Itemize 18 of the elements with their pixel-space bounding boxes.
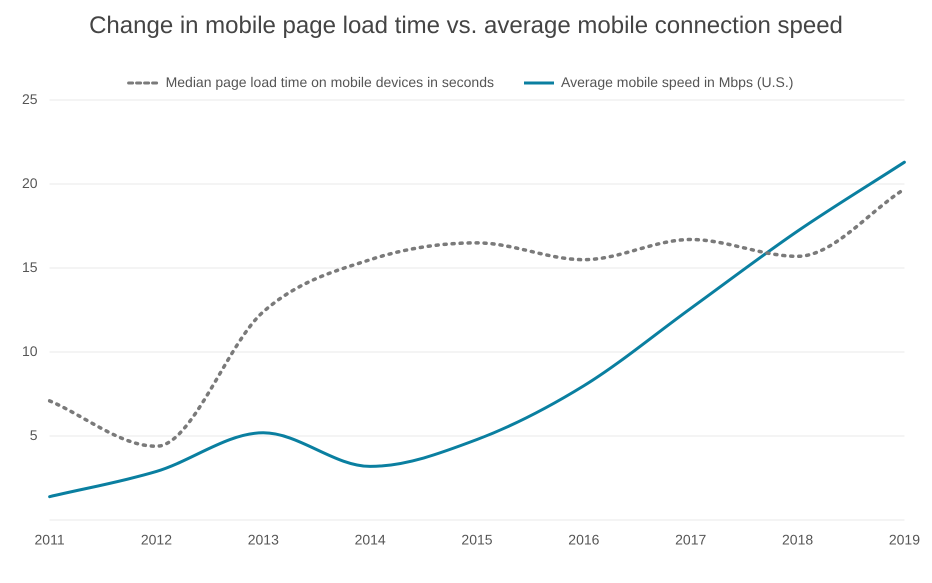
x-tick-label: 2016 — [568, 531, 600, 548]
y-tick-label: 15 — [22, 258, 38, 275]
y-tick-label: 5 — [30, 427, 38, 444]
x-tick-label: 2013 — [248, 531, 280, 548]
x-tick-label: 2019 — [888, 531, 920, 548]
x-tick-label: 2015 — [461, 531, 493, 548]
x-tick-label: 2011 — [34, 531, 65, 548]
y-tick-label: 10 — [22, 342, 38, 359]
x-tick-label: 2018 — [782, 531, 814, 548]
x-tick-label: 2012 — [140, 531, 172, 548]
y-tick-label: 20 — [22, 174, 38, 191]
legend-label: Average mobile speed in Mbps (U.S.) — [561, 74, 794, 90]
x-tick-label: 2017 — [675, 531, 706, 548]
line-series — [48, 160, 906, 498]
legend-label: Median page load time on mobile devices in seconds — [166, 74, 494, 90]
chart-title: Change in mobile page load time vs. average mobile connection speed — [88, 12, 844, 41]
y-tick-label: 25 — [22, 90, 38, 107]
x-tick-label: 2014 — [354, 531, 386, 548]
